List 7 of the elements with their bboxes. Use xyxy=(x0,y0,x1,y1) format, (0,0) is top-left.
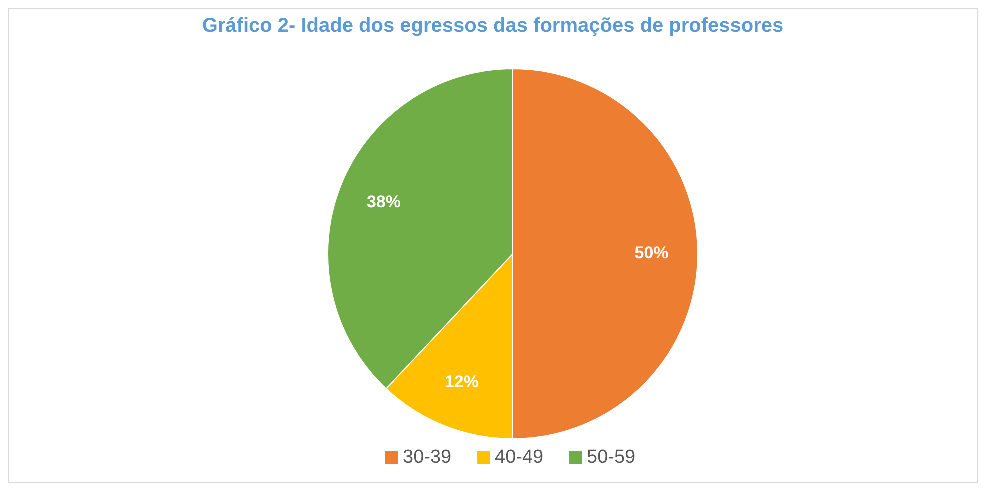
legend-label: 40-49 xyxy=(495,447,544,468)
legend-label: 50-59 xyxy=(587,447,636,468)
chart-title: Gráfico 2- Idade dos egressos das formações de professores xyxy=(202,15,784,37)
data-label: 50% xyxy=(634,243,669,262)
legend-label: 30-39 xyxy=(403,447,452,468)
data-label: 12% xyxy=(444,372,479,392)
data-label: 38% xyxy=(366,192,402,212)
